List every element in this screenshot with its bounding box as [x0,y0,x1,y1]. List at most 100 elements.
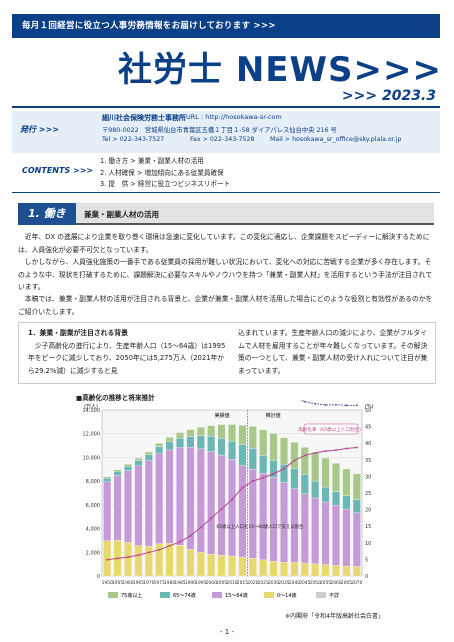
annotation: 65歳以上人口を15〜64歳人口で支える割合 [216,523,303,530]
bar-segment [248,448,257,470]
bar-segment [103,540,112,577]
bar-segment [196,435,205,449]
tagline: 毎月１回経営に役立つ人事労務情報をお届けしております >>> [22,21,276,31]
bar-segment [186,429,195,437]
bar-segment [228,458,236,557]
x-tick-label: 1985 [174,580,185,586]
y-right-tick-label: 5 [365,557,368,563]
line-point [231,498,233,501]
legend-swatch [264,592,274,598]
line-point [179,540,181,543]
publisher-fax: Fax > 022-343-7528 [190,136,255,143]
line-point [314,451,317,454]
publisher-box [12,111,440,153]
bar-segment [155,443,164,447]
bar-segment [259,473,268,560]
bar-segment [280,437,288,465]
y-tick-label: 6,000 [86,503,100,509]
y-tick-label: 12,000 [83,432,101,438]
line-point [345,447,348,450]
bar-segment [134,460,143,466]
publisher-url[interactable]: URL : http://hosokawa-sr-com [186,113,282,121]
y-right-tick-label: 0 [365,574,368,580]
bar-segment [238,444,247,466]
publisher-office: 細川社会保険労務士事務所 [102,114,186,122]
line-point [220,507,223,510]
line-point [127,556,129,559]
legend-label: 75歳以上 [121,592,142,599]
bar-segment [144,451,153,455]
line-point [303,454,306,457]
y-right-tick-label: 10 [365,541,371,547]
bar-segment [342,508,351,567]
line-point [283,467,285,470]
bar-segment [259,455,268,474]
subsection-box [18,322,436,384]
bar-segment [217,454,226,556]
bar-segment [321,486,330,503]
legend-swatch [108,592,118,598]
line-point [293,459,296,462]
bar-segment [144,460,153,547]
bar-segment [217,438,226,456]
legend-label: 65〜74歳 [173,592,196,599]
section-label: 実績値 [215,412,230,419]
x-tick-label: 1975 [154,580,165,586]
line-point [210,517,213,520]
bar-segment [186,436,195,448]
y-tick-label: 4,000 [86,527,100,533]
bar-segment [290,562,299,577]
chart-source: ※内閣府「令和4年版高齢社会白書」 [285,613,384,620]
x-tick-label: 1965 [133,580,144,586]
bar-segment [124,464,132,467]
bar-segment [332,491,340,506]
bar-segment [207,425,216,437]
bar-segment [134,465,143,546]
bar-segment [332,505,340,566]
bar-segment [248,558,257,577]
y-tick-label: 0 [97,574,100,580]
publisher-mail[interactable]: Mail > hosokawa_sr_office@sky.plala.or.j… [270,136,402,143]
line-point [272,472,275,475]
bar-segment [332,463,340,492]
line-point [137,554,140,557]
title-area [12,38,440,92]
line-point [251,480,254,483]
bar-segment [269,477,278,562]
x-tick-label: 1970 [143,580,154,586]
line-point [106,558,109,561]
x-tick-label: 2030 [268,580,279,586]
bar-segment [228,424,236,442]
chart-title: ■高齢化の推移と将来推計 [76,394,155,402]
y-right-tick-label: 45 [365,425,371,431]
bar-segment [342,495,351,510]
contents-list: 1. 働き方 > 兼業・副業人材の活用 2. 人材確保 > 増加傾向にある従業員… [100,156,230,191]
bar-segment [300,474,309,494]
contents-item: 3. 提 供 > 経営に役立つビジネスリポート [100,180,231,188]
bar-segment [352,512,361,567]
bar-segment [259,429,268,456]
x-tick-label: 2005 [216,580,227,586]
line-point [262,476,265,479]
x-tick-label: 1990 [185,580,196,586]
publisher-tel: Tel > 022-343-7527 [102,136,165,143]
bar-segment [113,469,122,472]
line-point [189,534,192,537]
bar-segment [176,437,184,448]
bar-segment [103,477,112,482]
x-tick-label: 2000 [206,580,217,586]
x-tick-label: 1960 [122,580,133,586]
paragraph: しかしながら、人員強化施策の一番手である従業員の採用が難しい状況において、変化へ… [18,258,433,291]
line-point [158,548,161,551]
bar-segment [155,446,164,454]
bar-segment [238,556,247,577]
line-point [241,486,244,489]
divider [12,106,440,108]
bar-segment [248,426,257,449]
y-axis-unit: (万人) [84,404,98,410]
bar-segment [134,545,143,577]
bar-segment [352,499,361,513]
line-point [355,446,358,449]
bar-segment [238,425,247,445]
line-point [355,404,358,407]
